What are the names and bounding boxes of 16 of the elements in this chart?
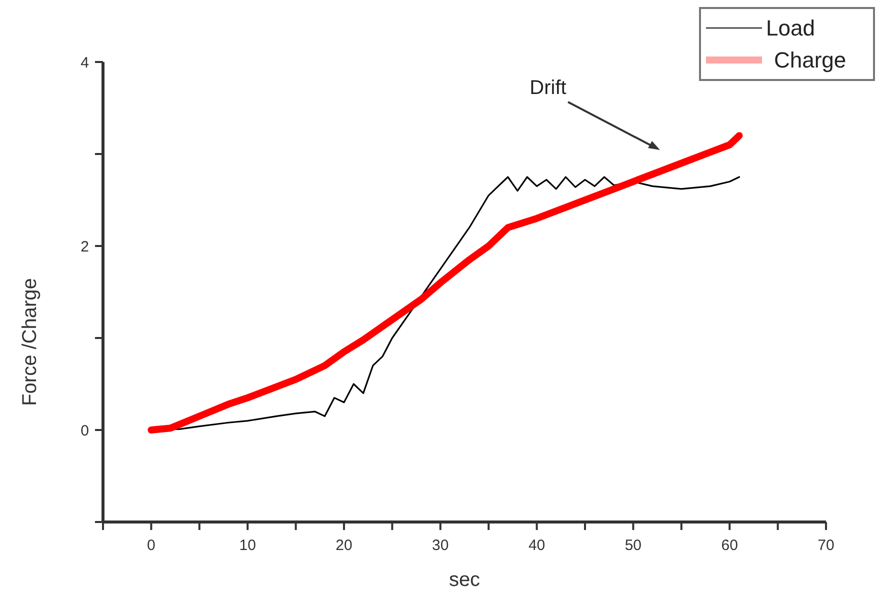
x-tick-label: 20 (336, 537, 352, 554)
x-tick-label: 40 (528, 537, 546, 554)
x-tick-label: 10 (239, 537, 256, 554)
y-tick-label: 4 (80, 54, 89, 72)
x-tick-label: 60 (721, 537, 738, 554)
x-tick-label: 30 (432, 537, 449, 554)
legend-label: Load (766, 16, 815, 41)
x-tick-label: 70 (818, 537, 834, 554)
x-axis-title: sec (448, 569, 480, 591)
y-tick-label: 0 (80, 422, 89, 440)
y-tick-label: 2 (80, 238, 89, 256)
annotation: Drift (530, 77, 567, 99)
y-axis-title: Force /Charge (19, 278, 41, 406)
legend-label: Charge (774, 48, 846, 73)
x-tick-label: 50 (624, 537, 642, 554)
x-tick-label: 0 (147, 537, 156, 554)
